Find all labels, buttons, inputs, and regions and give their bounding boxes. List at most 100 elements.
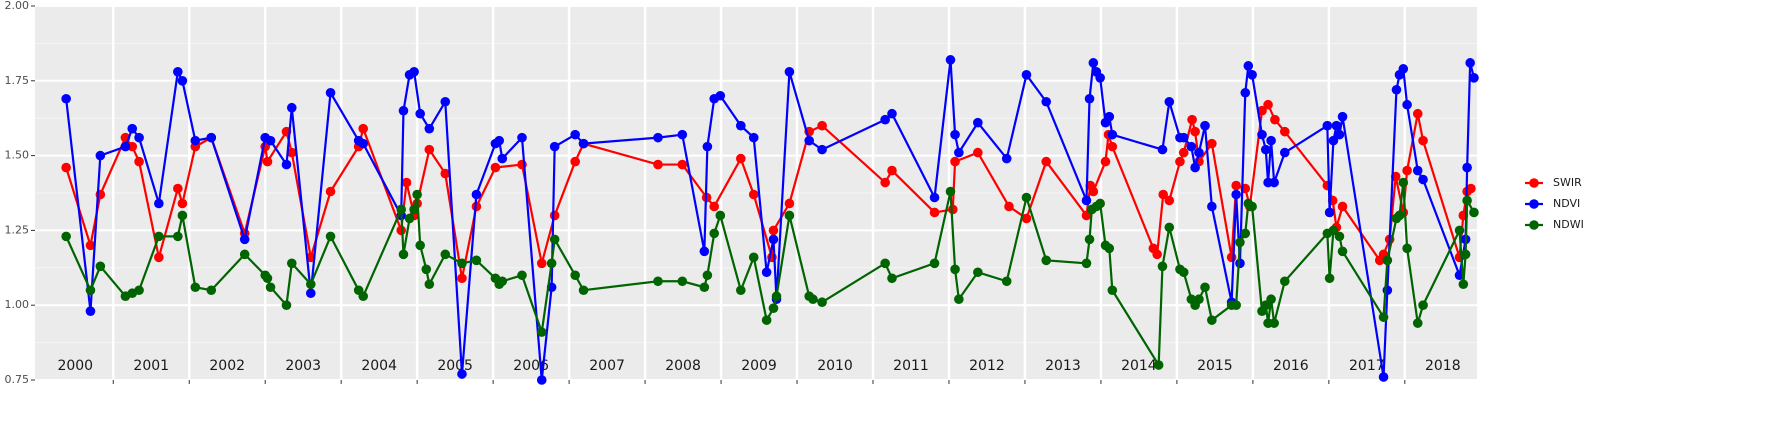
- point: [1334, 129, 1345, 140]
- x-tick-label: 2016: [1273, 358, 1309, 374]
- point: [440, 249, 451, 260]
- point: [154, 252, 164, 263]
- point: [265, 282, 276, 293]
- point: [1469, 207, 1479, 218]
- point: [1021, 70, 1032, 80]
- point: [1279, 147, 1290, 158]
- point: [950, 264, 960, 275]
- point: [1207, 201, 1217, 212]
- point: [305, 288, 316, 299]
- point: [761, 267, 772, 278]
- point: [748, 132, 759, 143]
- marks: [61, 55, 1479, 385]
- point: [177, 76, 188, 86]
- point: [736, 285, 746, 296]
- x-tick-label: 2010: [817, 358, 853, 374]
- y-tick-label: 1.25: [5, 223, 30, 236]
- point: [1153, 360, 1164, 370]
- point: [929, 207, 940, 218]
- point: [771, 291, 782, 302]
- point: [1378, 312, 1389, 322]
- legend-point: [1529, 220, 1539, 230]
- point: [1263, 99, 1273, 110]
- point: [358, 138, 369, 149]
- point: [1175, 156, 1185, 167]
- point: [61, 162, 71, 173]
- point: [1266, 294, 1276, 305]
- point: [1088, 186, 1099, 197]
- point: [699, 246, 710, 257]
- point: [748, 189, 759, 200]
- point: [1235, 237, 1245, 248]
- point: [1041, 156, 1052, 167]
- point: [1279, 126, 1290, 137]
- point: [1200, 120, 1210, 131]
- legend-point: [1529, 178, 1539, 188]
- point: [286, 102, 297, 113]
- point: [570, 156, 580, 167]
- point: [1190, 126, 1200, 137]
- point: [325, 231, 336, 242]
- point: [954, 294, 964, 305]
- point: [1465, 58, 1475, 68]
- x-tick-label: 2018: [1425, 358, 1461, 374]
- point: [1269, 318, 1279, 328]
- point: [85, 306, 96, 316]
- point: [1322, 120, 1333, 131]
- point: [409, 67, 419, 77]
- point: [173, 67, 183, 77]
- point: [817, 120, 827, 131]
- point: [1334, 231, 1345, 242]
- point: [358, 123, 369, 134]
- legend-label: NDWI: [1553, 218, 1584, 231]
- point: [1041, 255, 1052, 266]
- point: [1337, 246, 1348, 257]
- point: [570, 270, 580, 281]
- point: [715, 210, 726, 221]
- point: [173, 231, 183, 242]
- x-tick-label: 2004: [361, 358, 397, 374]
- point: [1164, 222, 1175, 233]
- point: [239, 249, 250, 260]
- point: [1081, 258, 1092, 269]
- point: [880, 177, 890, 188]
- point: [1337, 111, 1348, 122]
- point: [1084, 93, 1095, 104]
- point: [804, 135, 814, 146]
- point: [154, 231, 164, 242]
- series-line: [65, 182, 1475, 369]
- point: [154, 198, 164, 209]
- point: [768, 303, 779, 313]
- point: [677, 159, 688, 170]
- point: [1021, 213, 1032, 224]
- point: [578, 285, 589, 296]
- y-tick-label: 1.75: [5, 74, 30, 87]
- point: [1412, 108, 1423, 119]
- point: [281, 300, 292, 311]
- point: [1107, 129, 1118, 140]
- point: [1257, 105, 1267, 116]
- point: [1190, 162, 1200, 173]
- point: [1418, 135, 1428, 146]
- point: [134, 285, 144, 296]
- point: [305, 279, 316, 290]
- point: [401, 177, 412, 188]
- point: [1398, 177, 1409, 188]
- point: [880, 114, 890, 125]
- point: [1418, 300, 1428, 311]
- point: [784, 198, 795, 209]
- point: [549, 210, 560, 221]
- point: [1382, 255, 1393, 266]
- point: [1194, 147, 1204, 158]
- point: [415, 240, 425, 251]
- point: [768, 234, 779, 245]
- point: [709, 201, 720, 212]
- y-tick-label: 0.75: [5, 373, 30, 386]
- point: [1460, 249, 1471, 260]
- point: [1378, 372, 1389, 382]
- point: [887, 108, 897, 119]
- point: [1186, 141, 1197, 152]
- point: [1164, 195, 1175, 206]
- point: [1331, 120, 1342, 131]
- point: [1107, 285, 1118, 296]
